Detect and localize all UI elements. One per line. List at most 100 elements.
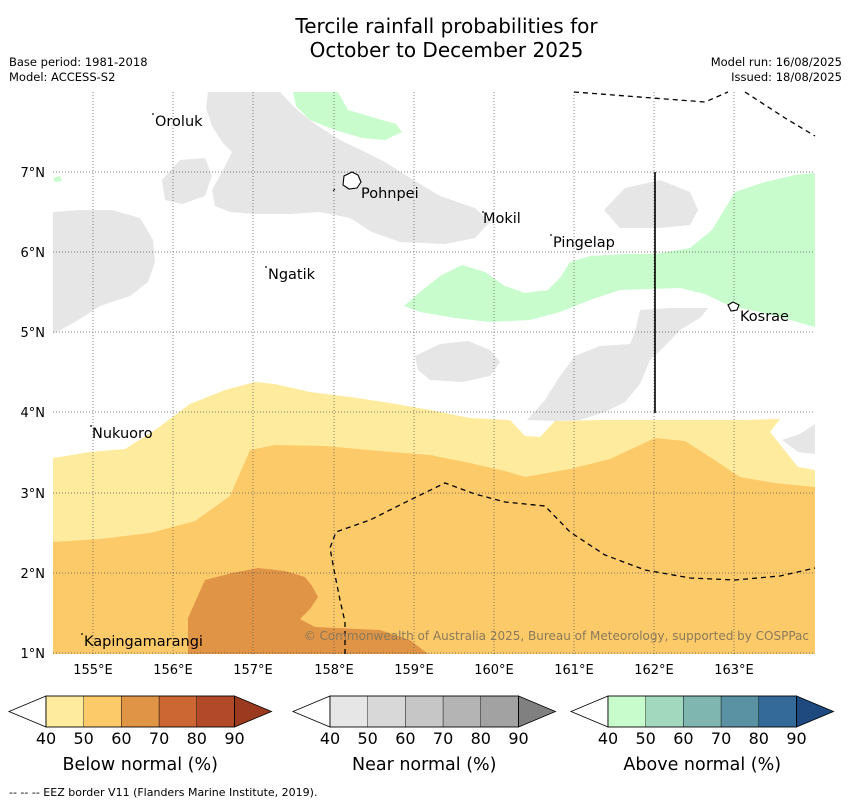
place-label-nukuoro: Nukuoro [92,426,153,442]
place-label-kapingamarangi: Kapingamarangi [84,634,203,650]
lat-label-3n: 3°N [21,487,46,502]
lat-label-4n: 4°N [21,406,46,421]
below-normal-70-region [188,568,428,654]
near-colorbar-tick-label: 80 [470,729,491,748]
above-colorbar-tick-label: 50 [635,729,656,748]
run-info: Model run: 16/08/2025 Issued: 18/08/2025 [711,55,842,85]
above-colorbar-tick-label: 70 [710,729,732,748]
above-colorbar-tick-label: 40 [597,729,619,748]
near-colorbar-arrow-high [518,695,557,728]
near-colorbar-tick-label: 60 [395,729,416,748]
near-colorbar-tick-label: 70 [432,729,454,748]
near-colorbar-frame [329,695,519,728]
pohnpei-islet [332,188,336,192]
pingelap-marker [550,234,552,236]
below-colorbar-tick-label: 80 [186,729,207,748]
above-colorbar-swatch [683,695,722,728]
near-colorbar-swatch [367,695,406,728]
near-colorbar-arrow-low [291,695,331,728]
lon-label-156e: 156°E [153,663,193,678]
below-colorbar-tick-label: 70 [148,729,170,748]
near-colorbar-tick-label: 50 [357,729,378,748]
below-colorbar-arrow-low [7,695,47,728]
lon-label-161e: 161°E [554,663,594,678]
below-colorbar-tick-label: 60 [111,729,132,748]
near-colorbar-swatch [480,695,519,728]
above-normal-region-north [293,92,402,140]
lat-label-5n: 5°N [21,326,46,341]
below-colorbar-swatch [83,695,122,728]
above-colorbar-arrow-low [569,695,609,728]
above-colorbar-frame [607,695,797,728]
place-label-ngatik: Ngatik [268,267,316,283]
lon-label-155e: 155°E [73,663,113,678]
above-colorbar-tick-label: 90 [786,729,807,748]
above-normal-region-east [404,173,815,327]
above-colorbar-tick-label: 60 [673,729,694,748]
near-normal-region-east-b [527,308,708,421]
map-title-line2: October to December 2025 [309,38,584,62]
eez-border [329,91,816,654]
mokil-marker [482,211,484,213]
above-normal-speck [53,176,62,182]
pohnpei-island-shape [342,171,362,190]
lon-label-159e: 159°E [394,663,434,678]
lon-label-162e: 162°E [634,663,674,678]
model-info: Base period: 1981-2018 Model: ACCESS-S2 [9,55,148,85]
below-colorbar-arrow-high [234,695,273,728]
model-run-text: Model run: 16/08/2025 [710,55,842,69]
near-normal-region-mid [415,341,500,382]
copyright-text: © Commonwealth of Australia 2025, Bureau… [304,629,809,643]
near-colorbar-tick-label: 90 [508,729,529,748]
near-normal-region-east-a [604,180,698,228]
near-normal-region-east-c [782,424,815,454]
below-colorbar-swatch [45,695,84,728]
lat-label-2n: 2°N [21,567,46,582]
near-colorbar-tick-label: 40 [319,729,341,748]
near-normal-region-west-b [53,210,155,334]
near-colorbar-swatch [405,695,444,728]
above-colorbar-arrow-high [796,695,835,728]
nukuoro-marker [90,425,92,427]
place-label-pingelap: Pingelap [553,235,615,251]
oroluk-marker [152,113,154,115]
above-colorbar-swatch [758,695,797,728]
below-colorbar-tick-label: 90 [224,729,245,748]
near-colorbar-swatch [442,695,482,728]
place-label-pohnpei: Pohnpei [361,186,419,202]
issued-date-text: Issued: 18/08/2025 [731,70,842,84]
above-colorbar-swatch [607,695,646,728]
below-colorbar-swatch [121,695,160,728]
place-label-kosrae: Kosrae [740,309,789,325]
below-colorbar-tick-label: 40 [35,729,57,748]
above-colorbar-tick-label: 80 [748,729,769,748]
near-normal-region-west-a [162,158,212,204]
below-colorbar-title: Below normal (%) [62,755,218,775]
kosrae-island-shape [727,301,740,312]
below-colorbar-tick-label: 50 [73,729,94,748]
above-colorbar-title: Above normal (%) [623,755,782,775]
near-colorbar-title: Near normal (%) [351,755,497,775]
near-normal-region-north [206,92,490,244]
lat-label-7n: 7°N [21,166,46,181]
map-title: Tercile rainfall probabilities for Octob… [0,14,850,62]
ngatik-marker [265,266,267,268]
lon-label-160e: 160°E [474,663,514,678]
base-period-text: Base period: 1981-2018 [9,55,148,69]
above-colorbar-swatch [720,695,759,728]
above-colorbar-swatch [645,695,684,728]
below-colorbar-swatch [196,695,235,728]
lat-label-1n: 1°N [21,647,46,662]
place-label-mokil: Mokil [483,211,521,227]
lon-label-163e: 163°E [714,663,754,678]
eez-footnote: -- -- -- EEZ border V11 (Flanders Marine… [9,786,318,799]
lat-label-6n: 6°N [21,246,46,261]
near-colorbar-swatch [329,695,368,728]
map-title-line1: Tercile rainfall probabilities for [295,14,598,38]
place-label-oroluk: Oroluk [155,114,203,130]
below-colorbar-swatch [158,695,198,728]
model-name-text: Model: ACCESS-S2 [9,70,116,84]
map-fill-layer [53,92,815,654]
